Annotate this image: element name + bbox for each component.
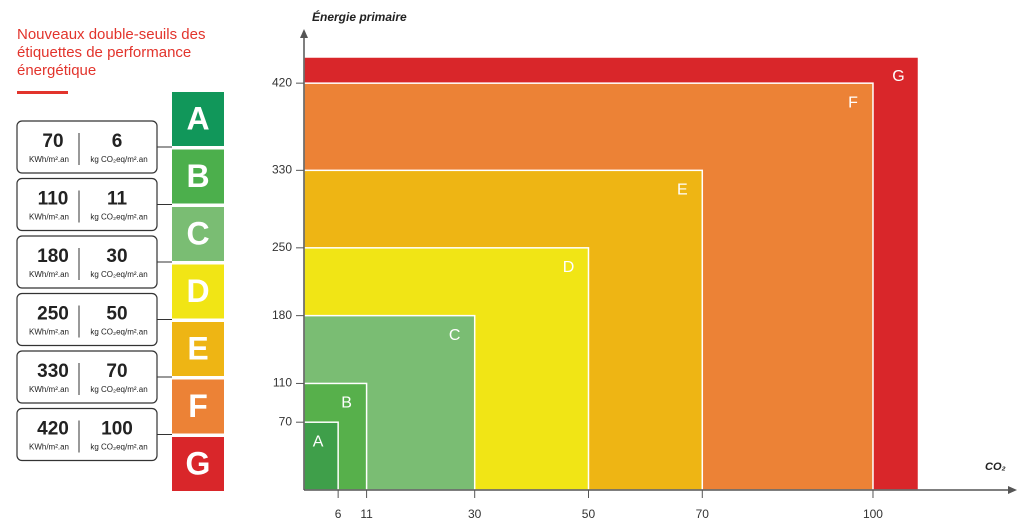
x-tick-label: 6: [335, 507, 342, 521]
class-label: B: [341, 395, 352, 412]
y-tick-label: 110: [273, 376, 292, 390]
energy-threshold: 180: [37, 246, 69, 267]
co2-unit: kg CO₂eq/m².an: [90, 155, 147, 164]
threshold-box: 330 70 KWh/m².an kg CO₂eq/m².an: [16, 350, 172, 404]
energy-threshold: 420: [37, 419, 69, 440]
co2-unit: kg CO₂eq/m².an: [90, 443, 147, 452]
y-axis-label: Énergie primaire: [312, 9, 407, 24]
co2-unit: kg CO₂eq/m².an: [90, 270, 147, 279]
class-badge-label: E: [187, 330, 208, 366]
class-badge-label: A: [186, 100, 209, 136]
title-underline: [17, 91, 68, 94]
class-badge: [172, 322, 224, 376]
energy-unit: KWh/m².an: [29, 443, 69, 452]
x-tick-label: 30: [468, 507, 482, 521]
co2-unit: kg CO₂eq/m².an: [90, 385, 147, 394]
x-tick-label: 11: [360, 507, 373, 521]
x-axis-arrow: [1008, 486, 1017, 494]
class-label: E: [677, 182, 688, 199]
class-badge-label: B: [186, 158, 209, 194]
class-badge: [172, 379, 224, 434]
co2-threshold: 100: [101, 419, 133, 440]
class-badge-label: G: [186, 445, 211, 481]
threshold-box: 70 6 KWh/m².an kg CO₂eq/m².an: [16, 120, 172, 174]
x-axis-label: CO₂: [985, 461, 1006, 473]
class-badge: [172, 149, 224, 204]
class-badge: [172, 264, 224, 319]
y-tick-label: 70: [279, 414, 293, 428]
y-tick-label: 250: [272, 240, 292, 254]
energy-threshold: 250: [37, 304, 69, 325]
y-tick-label: 420: [272, 75, 292, 89]
class-badge-label: F: [188, 388, 208, 424]
y-tick-label: 330: [272, 163, 292, 177]
class-label: F: [848, 94, 858, 111]
energy-threshold: 330: [37, 361, 69, 382]
co2-unit: kg CO₂eq/m².an: [90, 328, 147, 337]
class-badge-label: C: [186, 215, 209, 251]
co2-unit: kg CO₂eq/m².an: [90, 213, 147, 222]
class-badge: [172, 207, 224, 261]
threshold-box: 420 100 KWh/m².an kg CO₂eq/m².an: [16, 407, 172, 462]
class-badge: [172, 92, 224, 146]
energy-unit: KWh/m².an: [29, 328, 69, 337]
co2-threshold: 70: [106, 361, 127, 382]
co2-threshold: 6: [112, 131, 123, 152]
class-label: A: [313, 433, 324, 450]
x-tick-label: 50: [582, 507, 596, 521]
class-area: [303, 421, 339, 491]
energy-unit: KWh/m².an: [29, 155, 69, 164]
y-tick-label: 180: [272, 308, 292, 322]
energy-unit: KWh/m².an: [29, 270, 69, 279]
co2-threshold: 50: [106, 304, 127, 325]
class-badge: [172, 437, 224, 491]
x-tick-label: 100: [863, 507, 883, 521]
class-label: G: [892, 68, 904, 85]
class-label: C: [449, 327, 461, 344]
x-tick-label: 70: [696, 507, 710, 521]
threshold-box: 110 11 KWh/m².an kg CO₂eq/m².an: [16, 177, 172, 232]
class-badge-label: D: [186, 273, 209, 309]
energy-threshold: 70: [42, 131, 63, 152]
y-axis-arrow: [300, 29, 308, 38]
chart-title: Nouveaux double-seuils des étiquettes de…: [17, 26, 206, 79]
threshold-box: 180 30 KWh/m².an kg CO₂eq/m².an: [16, 235, 172, 289]
threshold-box: 250 50 KWh/m².an kg CO₂eq/m².an: [16, 292, 172, 347]
energy-threshold: 110: [38, 189, 69, 210]
class-label: D: [563, 259, 575, 276]
energy-unit: KWh/m².an: [29, 213, 69, 222]
energy-unit: KWh/m².an: [29, 385, 69, 394]
threshold-box-frame: [16, 120, 158, 174]
co2-threshold: 30: [106, 246, 127, 267]
co2-threshold: 11: [107, 189, 128, 210]
